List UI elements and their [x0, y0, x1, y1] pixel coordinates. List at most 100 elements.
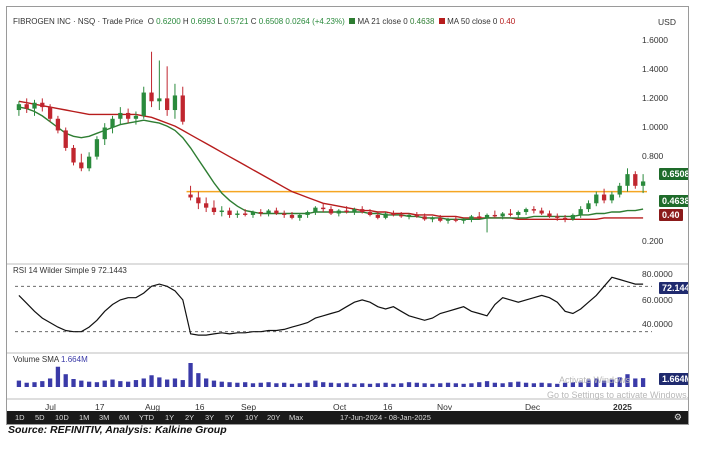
candle-body: [258, 212, 263, 214]
volume-bar: [266, 382, 271, 387]
volume-bar: [141, 378, 146, 387]
price-axis-label: 0.200: [642, 236, 664, 246]
range-max-button[interactable]: Max: [289, 413, 304, 422]
volume-bar: [445, 382, 451, 387]
open-value: 0.6200: [156, 17, 181, 26]
candle-body: [516, 212, 521, 215]
volume-bar: [204, 378, 209, 387]
range-20y-button[interactable]: 20Y: [267, 413, 281, 422]
volume-bar: [125, 381, 131, 387]
volume-bar: [360, 383, 365, 387]
candle-body: [55, 118, 61, 131]
volume-bar: [640, 378, 646, 387]
range-5y-button[interactable]: 5Y: [225, 413, 235, 422]
candle-body: [157, 98, 162, 102]
volume-bar: [86, 381, 92, 387]
candle-body: [570, 214, 576, 220]
low-value: 0.5721: [223, 17, 249, 26]
candle-body: [71, 147, 76, 163]
volume-bar: [406, 382, 412, 387]
candle-body: [430, 217, 435, 220]
rsi-axis-label: 80.0000: [642, 269, 673, 279]
volume-bar: [352, 383, 357, 387]
volume-bar: [399, 383, 404, 387]
date-range-display[interactable]: 17-Jun-2024 - 08-Jan-2025: [340, 413, 431, 422]
volume-bar: [492, 382, 497, 387]
volume-bar: [531, 383, 537, 387]
volume-bar: [118, 381, 123, 387]
candle-body: [469, 216, 474, 220]
rsi-line: [18, 276, 644, 336]
volume-bar: [586, 379, 591, 387]
x-axis-tick: Oct: [333, 402, 347, 412]
range-6m-button[interactable]: 6M: [119, 413, 130, 422]
range-10y-button[interactable]: 10Y: [245, 413, 259, 422]
candle-body: [367, 212, 373, 215]
candle-body: [438, 217, 443, 221]
candle-body: [586, 203, 591, 210]
range-ytd-button[interactable]: YTD: [139, 413, 154, 422]
candle-body: [118, 112, 123, 119]
candle-body: [375, 214, 380, 218]
volume-bar: [196, 373, 201, 387]
range-10d-button[interactable]: 10D: [55, 413, 69, 422]
volume-bar: [250, 383, 256, 387]
candle-body: [601, 194, 607, 201]
volume-bar: [617, 377, 622, 387]
volume-bar: [305, 382, 310, 387]
range-2y-button[interactable]: 2Y: [185, 413, 195, 422]
rsi-axis-label: 40.0000: [642, 319, 673, 329]
candle-body: [297, 214, 302, 218]
range-3m-button[interactable]: 3M: [99, 413, 110, 422]
x-axis-tick: Nov: [437, 402, 453, 412]
candle-body: [141, 92, 146, 116]
candle-body: [16, 104, 22, 111]
volume-bar: [328, 382, 334, 387]
volume-value-tag: 1.664M: [659, 373, 688, 385]
candle-body: [211, 207, 217, 213]
volume-bar: [24, 382, 29, 387]
candle-body: [219, 210, 224, 213]
candle-body: [180, 95, 185, 122]
candle-body: [547, 213, 552, 217]
candle-body: [360, 209, 365, 213]
volume-bar: [313, 380, 318, 387]
candle-body: [47, 107, 53, 119]
candle-body: [235, 213, 240, 215]
volume-bar: [609, 379, 615, 387]
volume-bar: [94, 382, 100, 387]
range-1y-button[interactable]: 1Y: [165, 413, 175, 422]
settings-gear-icon[interactable]: ⚙: [673, 412, 682, 422]
range-1m-button[interactable]: 1M: [79, 413, 90, 422]
range-1d-button[interactable]: 1D: [15, 413, 25, 422]
volume-title: Volume SMA: [13, 355, 59, 364]
volume-bar: [414, 382, 419, 387]
range-3y-button[interactable]: 3Y: [205, 413, 215, 422]
x-axis-tick: 2025: [613, 402, 632, 412]
volume-bar: [383, 382, 388, 387]
high-value: 0.6993: [190, 17, 216, 26]
price-axis-label: 1.6000: [642, 35, 668, 45]
rsi-axis-label: 60.0000: [642, 295, 673, 305]
rsi-value: 72.1443: [97, 266, 127, 275]
candle-body: [172, 95, 178, 111]
ma50-legend-swatch: [438, 18, 445, 24]
candle-body: [188, 194, 193, 198]
volume-bar: [555, 383, 560, 387]
volume-bar: [500, 383, 505, 387]
candle-body: [484, 214, 490, 218]
candle-body: [133, 115, 139, 119]
price-axis-label: 1.4000: [642, 64, 668, 74]
candle-body: [274, 210, 279, 214]
volume-bar: [344, 382, 349, 387]
volume-bar: [594, 378, 599, 387]
rsi-header: RSI 14 Wilder Simple 9 72.1443: [13, 266, 127, 275]
volume-bar: [165, 379, 170, 387]
range-5d-button[interactable]: 5D: [35, 413, 45, 422]
ma21-legend-swatch: [349, 18, 356, 24]
volume-bar: [47, 378, 53, 387]
last-price-tag: 0.6508: [659, 168, 688, 180]
volume-bar: [430, 383, 435, 387]
candle-body: [196, 197, 201, 204]
candle-body: [266, 210, 271, 214]
